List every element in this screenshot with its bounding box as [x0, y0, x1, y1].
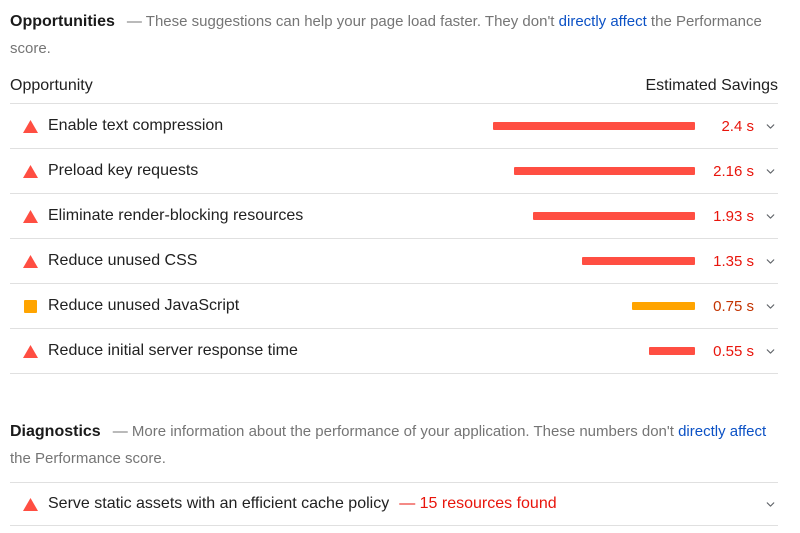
directly-affect-link[interactable]: directly affect [678, 423, 767, 440]
triangle-up-icon [22, 209, 38, 223]
opportunities-description: — These suggestions can help your page l… [10, 13, 762, 57]
opportunities-title: Opportunities [10, 13, 115, 30]
savings-bar [493, 122, 695, 130]
opportunity-row[interactable]: Reduce unused CSS 1.35 s [10, 239, 778, 284]
opportunity-label: Preload key requests [48, 162, 199, 179]
opportunity-label: Reduce unused CSS [48, 252, 198, 269]
chevron-down-icon[interactable] [762, 298, 778, 314]
savings-bar [533, 212, 695, 220]
triangle-up-icon [22, 254, 38, 268]
savings-bar [632, 302, 695, 310]
opportunities-header: Opportunities — These suggestions can hel… [10, 8, 778, 62]
chevron-down-icon[interactable] [762, 163, 778, 179]
opportunities-description-tail: the Performance score. [10, 13, 762, 57]
savings-value: 0.55 s [713, 342, 754, 360]
directly-affect-link[interactable]: directly affect [558, 13, 647, 30]
diagnostics-header: Diagnostics — More information about the … [10, 418, 778, 472]
savings-bar [582, 257, 695, 265]
diagnostics-title: Diagnostics [10, 423, 101, 440]
savings-value: 2.16 s [713, 162, 754, 180]
opportunity-label: Reduce initial server response time [48, 342, 298, 359]
opportunities-rows: Enable text compression 2.4 s Preload ke… [10, 104, 778, 374]
diagnostics-description-text: — More information about the performance… [112, 423, 679, 440]
opportunity-label: Enable text compression [48, 117, 224, 134]
opportunities-table-header: Opportunity Estimated Savings [10, 76, 778, 104]
savings-value: 0.75 s [713, 297, 754, 315]
chevron-down-icon[interactable] [762, 343, 778, 359]
diagnostic-label: Serve static assets with an efficient ca… [48, 495, 390, 512]
diagnostic-row[interactable]: Serve static assets with an efficient ca… [10, 482, 778, 526]
diagnostics-description-tail: the Performance score. [10, 450, 166, 467]
opportunity-label: Eliminate render-blocking resources [48, 207, 304, 224]
column-opportunity: Opportunity [10, 77, 93, 94]
opportunity-row[interactable]: Reduce initial server response time 0.55… [10, 329, 778, 374]
chevron-down-icon[interactable] [762, 496, 778, 512]
opportunity-row[interactable]: Reduce unused JavaScript 0.75 s [10, 284, 778, 329]
savings-value: 2.4 s [721, 117, 754, 135]
chevron-down-icon[interactable] [762, 253, 778, 269]
triangle-up-icon [22, 344, 38, 358]
opportunity-row[interactable]: Enable text compression 2.4 s [10, 104, 778, 149]
savings-bar [649, 347, 695, 355]
triangle-up-icon [22, 497, 38, 511]
diagnostics-description: — More information about the performance… [10, 423, 766, 467]
opportunities-description-text: — These suggestions can help your page l… [126, 13, 559, 30]
chevron-down-icon[interactable] [762, 118, 778, 134]
triangle-up-icon [22, 164, 38, 178]
savings-value: 1.93 s [713, 207, 754, 225]
savings-value: 1.35 s [713, 252, 754, 270]
savings-bar [514, 167, 695, 175]
column-estimated-savings: Estimated Savings [645, 77, 778, 94]
diagnostic-annotation: — 15 resources found [399, 495, 557, 512]
opportunity-row[interactable]: Preload key requests 2.16 s [10, 149, 778, 194]
triangle-up-icon [22, 119, 38, 133]
opportunity-label: Reduce unused JavaScript [48, 297, 240, 314]
chevron-down-icon[interactable] [762, 208, 778, 224]
square-icon [23, 299, 37, 313]
opportunity-row[interactable]: Eliminate render-blocking resources 1.93… [10, 194, 778, 239]
